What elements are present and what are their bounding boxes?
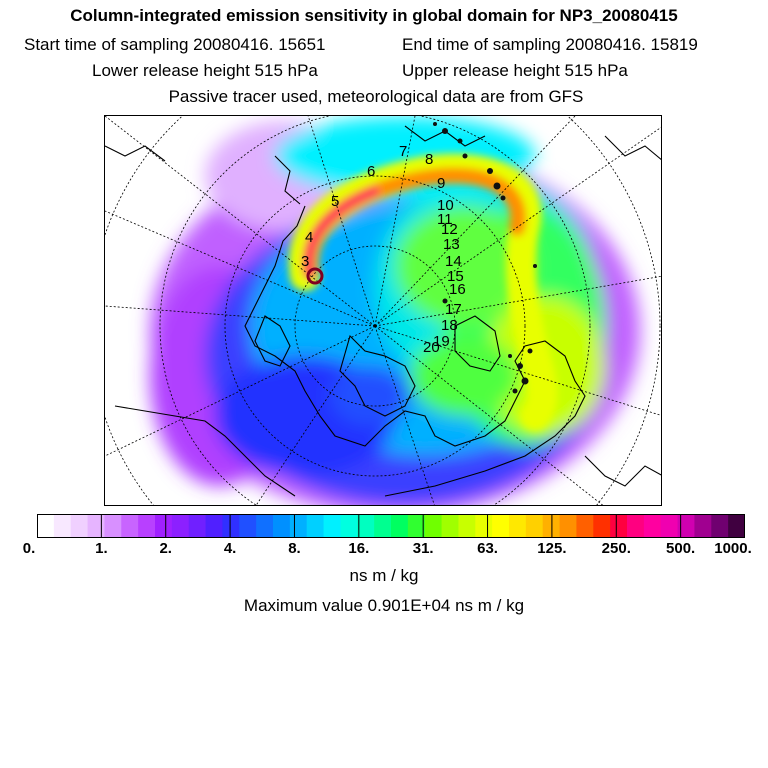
trajectory-label: 11	[437, 211, 453, 228]
colorbar-swatch	[239, 514, 257, 538]
colorbar-swatch	[340, 514, 358, 538]
colorbar-tick-label: 63.	[477, 540, 498, 557]
colorbar-swatch	[171, 514, 190, 538]
colorbar-swatch	[121, 514, 139, 538]
trajectory-labels: 3 4 5 6 7 8 9 10 11 12 13 14 15 16 17 18…	[301, 143, 466, 356]
colorbar-swatch	[391, 514, 409, 538]
colorbar-swatch	[424, 514, 443, 538]
trajectory-label: 13	[443, 236, 460, 253]
high-value-spots	[433, 122, 537, 394]
trajectory-label: 7	[399, 143, 407, 160]
colorbar-tick-label: 0.	[22, 540, 36, 557]
colorbar-swatch	[660, 514, 679, 538]
trajectory-label: 15	[447, 268, 464, 285]
colorbar-tick-label: 500.	[666, 540, 696, 557]
colorbar-swatch	[256, 514, 274, 538]
colorbar-swatch	[188, 514, 207, 538]
colorbar-tick-label: 4.	[223, 540, 237, 557]
colorbar-swatch	[458, 514, 476, 538]
trajectory-label: 14	[445, 253, 462, 270]
colorbar-swatch	[475, 514, 493, 538]
colorbar-swatch	[694, 514, 712, 538]
sensitivity-field	[150, 116, 640, 505]
colorbar-tick-label: 31.	[412, 540, 434, 557]
colorbar-tick-label: 250.	[601, 540, 631, 557]
colorbar-tick-label: 1.	[95, 540, 108, 557]
trajectory-label: 12	[441, 221, 458, 238]
trajectory-label: 16	[449, 281, 466, 298]
colorbar-swatch	[70, 514, 89, 538]
trajectory-label: 18	[441, 317, 458, 334]
colorbar-swatch	[677, 514, 696, 538]
colorbar-swatch	[374, 514, 392, 538]
colorbar-swatch	[323, 514, 342, 538]
colorbar-swatch	[407, 514, 426, 538]
trajectory-label: 3	[301, 253, 309, 270]
colorbar-tick-label: 125.	[537, 540, 567, 557]
colorbar-swatch	[593, 514, 611, 538]
trajectory-label: 10	[437, 197, 454, 214]
trajectory-label: 6	[367, 163, 375, 180]
colorbar-units: ns m / kg	[349, 566, 419, 585]
colorbar	[37, 514, 745, 538]
colorbar-swatch	[87, 514, 106, 538]
end-time-text: End time of sampling 20080416. 15819	[402, 35, 698, 54]
maximum-value-text: Maximum value 0.901E+04 ns m / kg	[243, 596, 525, 615]
colorbar-swatch	[289, 514, 308, 538]
colorbar-swatch	[357, 514, 375, 538]
colorbar-swatch	[728, 514, 745, 538]
colorbar-swatch	[610, 514, 628, 538]
trajectory-label: 5	[331, 193, 339, 210]
colorbar-swatch	[576, 514, 594, 538]
colorbar-swatch	[138, 514, 156, 538]
upper-release-height: Upper release height 515 hPa	[402, 61, 628, 80]
colorbar-swatch	[205, 514, 224, 538]
colorbar-tick-label: 8.	[288, 540, 301, 557]
colorbar-swatch	[37, 514, 55, 538]
colorbar-swatch	[222, 514, 240, 538]
map-title: Column-integrated emission sensitivity i…	[70, 6, 678, 25]
trajectory-label: 19	[433, 333, 450, 350]
colorbar-swatch	[559, 514, 578, 538]
colorbar-swatch	[711, 514, 729, 538]
colorbar-tick-label: 1000.	[714, 540, 752, 557]
colorbar-tick-label: 2.	[159, 540, 172, 557]
colorbar-swatch	[273, 514, 291, 538]
colorbar-swatch	[104, 514, 122, 538]
tracer-info: Passive tracer used, meteorological data…	[168, 87, 584, 106]
colorbar-swatch	[53, 514, 72, 538]
start-time-text: Start time of sampling 20080416. 15651	[24, 35, 326, 54]
trajectory-label: 9	[437, 175, 445, 192]
colorbar-swatch	[643, 514, 662, 538]
colorbar-swatch	[306, 514, 325, 538]
release-point-marker	[306, 267, 324, 285]
trajectory-label: 4	[305, 229, 313, 246]
colorbar-swatch	[525, 514, 544, 538]
colorbar-swatch	[627, 514, 645, 538]
colorbar-swatch	[441, 514, 460, 538]
colorbar-border	[37, 514, 745, 538]
colorbar-swatch	[492, 514, 510, 538]
colorbar-swatch	[509, 514, 527, 538]
lower-release-height: Lower release height 515 hPa	[92, 61, 318, 80]
lat-lon-grid	[105, 116, 661, 505]
colorbar-swatch	[155, 514, 173, 538]
trajectory-label: 17	[445, 301, 462, 318]
emission-sensitivity-map: 3 4 5 6 7 8 9 10 11 12 13 14 15 16 17 18…	[104, 115, 662, 506]
trajectory-label: 20	[423, 339, 440, 356]
trajectory-label: 8	[425, 151, 433, 168]
colorbar-tick-label: 16.	[348, 540, 370, 557]
